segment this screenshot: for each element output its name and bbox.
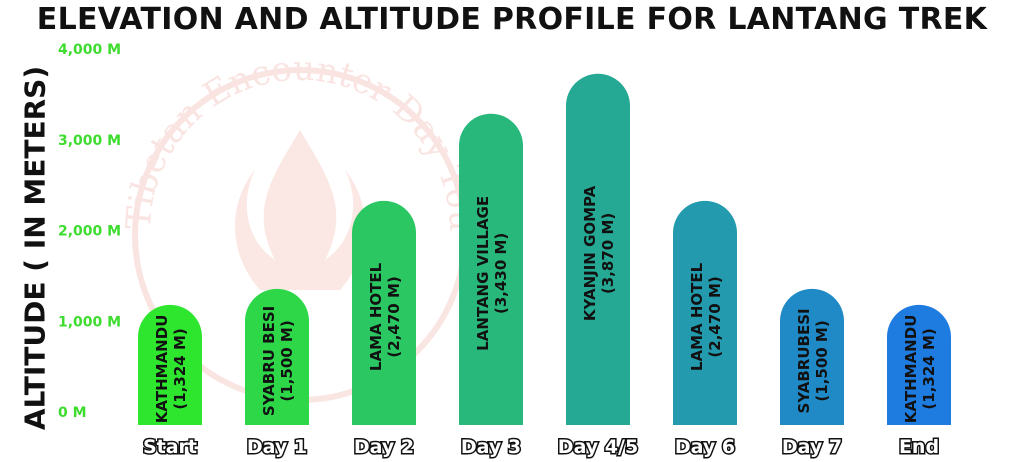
- bar-label: KATHMANDU (1,324 M): [902, 315, 938, 424]
- x-tick-label: Day 3: [461, 436, 521, 458]
- bar-day-2: [352, 200, 416, 425]
- bar-label: LANTANG VILLAGE (3,430 M): [474, 196, 510, 351]
- bar-label-elevation: (3,870 M): [599, 213, 617, 294]
- bar-day-4-5: [566, 73, 630, 426]
- y-tick-label: 4,000 M: [58, 42, 121, 58]
- bar-label-name: KATHMANDU: [153, 315, 171, 424]
- bar-label-elevation: (3,430 M): [492, 233, 510, 314]
- x-tick-label: Day 6: [675, 436, 735, 458]
- bar-label-name: LANTANG VILLAGE: [474, 196, 492, 351]
- bar-label: SYABRUBESI (1,500 M): [795, 308, 831, 413]
- bar-label-elevation: (1,500 M): [278, 320, 296, 401]
- bar-label: LAMA HOTEL (2,470 M): [688, 262, 724, 371]
- x-tick-label: Day 1: [247, 436, 307, 458]
- bar-start: [138, 304, 202, 425]
- bar-day-1: [245, 288, 309, 425]
- bar-label-name: KYANJIN GOMPA: [581, 185, 599, 321]
- x-tick-label: Day 7: [782, 436, 842, 458]
- y-tick-label: 0 M: [58, 405, 87, 421]
- bar-label: KYANJIN GOMPA (3,870 M): [581, 185, 617, 321]
- bar-label-name: SYABRUBESI: [795, 308, 813, 413]
- bars: KATHMANDU (1,324 M) SYABRU BESI (1,500 M) LA…: [138, 73, 951, 426]
- x-tick-label: Start: [143, 436, 197, 458]
- x-tick-labels: Start Day 1 Day 2 Day 3 Day 4/5 Day 6 Day 7 End: [141, 435, 940, 460]
- bar-label-elevation: (1,324 M): [171, 328, 189, 409]
- chart-title: ELEVATION AND ALTITUDE PROFILE FOR LANTA…: [36, 2, 988, 37]
- bar-label-elevation: (2,470 M): [706, 276, 724, 357]
- bar-end: [887, 304, 951, 425]
- x-tick-label: Day 2: [354, 436, 414, 458]
- x-tick-label: End: [899, 436, 939, 458]
- bar-day-3: [459, 113, 523, 426]
- bar-label-name: KATHMANDU: [902, 315, 920, 424]
- bar-day-6: [673, 200, 737, 425]
- bar-label-name: SYABRU BESI: [260, 306, 278, 416]
- bar-label-elevation: (1,500 M): [813, 320, 831, 401]
- y-tick-labels: 0 M 1,000 M 2,000 M 3,000 M 4,000 M: [58, 42, 121, 421]
- bar-label-elevation: (1,324 M): [920, 328, 938, 409]
- x-tick-label: Day 4/5: [558, 436, 638, 458]
- bar-label-name: LAMA HOTEL: [688, 262, 706, 371]
- y-tick-label: 2,000 M: [58, 224, 121, 240]
- bar-label: KATHMANDU (1,324 M): [153, 315, 189, 424]
- y-tick-label: 1,000 M: [58, 314, 121, 330]
- bar-label: SYABRU BESI (1,500 M): [260, 306, 296, 416]
- y-tick-label: 3,000 M: [58, 133, 121, 149]
- bar-label: LAMA HOTEL (2,470 M): [367, 262, 403, 371]
- bar-label-name: LAMA HOTEL: [367, 262, 385, 371]
- bar-day-7: [780, 288, 844, 425]
- bar-label-elevation: (2,470 M): [385, 276, 403, 357]
